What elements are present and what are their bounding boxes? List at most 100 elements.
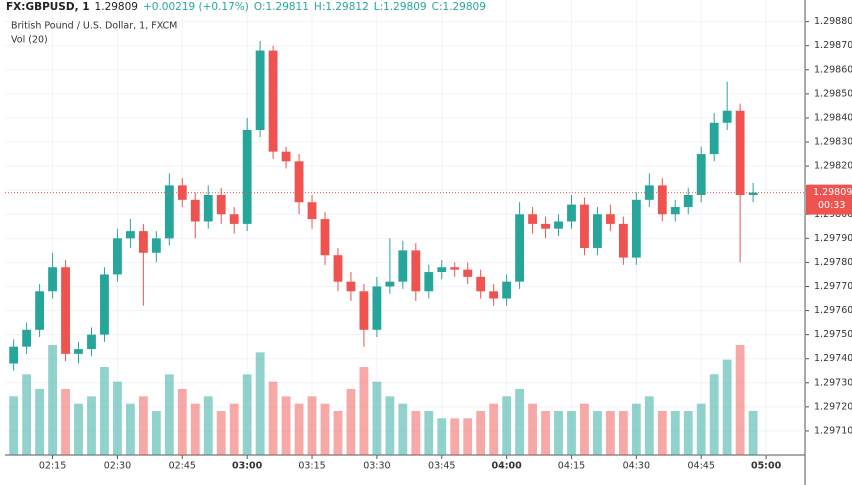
x-tick-label: 02:15 xyxy=(39,461,66,472)
candle-body xyxy=(631,199,641,258)
y-tick-label: 1.29720 xyxy=(814,401,852,412)
candle-body xyxy=(242,130,252,224)
candle-body xyxy=(437,267,447,273)
candle-body xyxy=(61,267,70,354)
x-tick-label: 04:00 xyxy=(491,461,522,472)
volume-bar xyxy=(644,396,654,455)
volume-bar xyxy=(190,403,200,455)
y-tick-label: 1.29870 xyxy=(814,40,852,51)
volume-bar xyxy=(307,396,317,455)
y-tick-label: 1.29780 xyxy=(814,257,852,268)
candle-body xyxy=(515,214,525,282)
candle-body xyxy=(644,185,654,200)
candle-body xyxy=(281,151,291,162)
x-tick-label: 03:00 xyxy=(232,461,263,472)
candle-body xyxy=(216,195,226,215)
volume-bar xyxy=(696,403,706,455)
volume-bar xyxy=(631,403,641,455)
volume-bar xyxy=(735,345,745,455)
candle-body xyxy=(554,221,563,229)
axes-layer: 1.29710 1.29720 1.29730 1.29740 1.29750 1.297… xyxy=(5,16,852,472)
candle-body xyxy=(618,223,628,258)
candle-body xyxy=(657,185,667,215)
header-text: +0.00219 (+0.17%) xyxy=(143,1,249,13)
candle-body xyxy=(722,110,732,123)
y-tick-label: 1.29860 xyxy=(814,64,852,75)
volume-bar xyxy=(398,403,408,455)
volume-bar xyxy=(593,411,602,455)
volume-bar xyxy=(618,411,628,455)
candle-body xyxy=(268,50,278,152)
volume-bar xyxy=(177,389,187,455)
y-tick-label: 1.29790 xyxy=(814,233,852,244)
candle-body xyxy=(190,199,200,222)
volume-bar xyxy=(294,403,304,455)
volume-bar xyxy=(281,396,291,455)
candle-body xyxy=(450,267,460,270)
x-tick-label: 04:45 xyxy=(688,461,715,472)
volume-bar xyxy=(411,411,421,455)
volume-bar xyxy=(722,359,732,455)
candle-body xyxy=(502,281,512,299)
candle-body xyxy=(528,214,537,224)
candle-body xyxy=(203,195,213,222)
volume-bar xyxy=(216,411,226,455)
volume-bar xyxy=(515,389,525,455)
candle-body xyxy=(670,207,680,215)
candle-layer xyxy=(9,40,758,371)
candle-body xyxy=(138,231,148,253)
y-tick-label: 1.29840 xyxy=(814,112,852,123)
header-text: L:1.29809 xyxy=(374,1,427,13)
subtitle: British Pound / U.S. Dollar, 1, FXCM xyxy=(11,21,177,32)
volume-bar xyxy=(372,381,382,455)
candle-body xyxy=(151,238,161,253)
candle-body xyxy=(709,122,719,155)
volume-bar xyxy=(74,403,83,455)
volume-bar xyxy=(670,411,680,455)
candle-body xyxy=(22,329,32,347)
candle-body xyxy=(411,250,421,292)
last-price-tag xyxy=(806,184,852,215)
candle-body xyxy=(307,202,317,220)
x-tick-label: 03:45 xyxy=(428,461,455,472)
candle-body xyxy=(683,195,693,208)
countdown-label: 00:33 xyxy=(818,200,845,211)
volume-bar xyxy=(709,374,719,455)
volume-bar xyxy=(385,396,395,455)
candle-body xyxy=(346,281,356,292)
header: FX:GBPUSD, 1 1.29809 +0.00219 (+0.17%) O:1.… xyxy=(6,1,486,46)
volume-bar xyxy=(476,411,486,455)
volume-bar xyxy=(359,367,369,455)
y-tick-label: 1.29770 xyxy=(814,281,852,292)
volume-bar xyxy=(22,374,32,455)
volume-bar xyxy=(567,411,576,455)
volume-bar xyxy=(113,381,122,455)
x-tick-label: 03:15 xyxy=(298,461,325,472)
volume-bar xyxy=(450,418,460,455)
volume-bar xyxy=(138,396,148,455)
y-tick-label: 1.29750 xyxy=(814,329,852,340)
volume-bar xyxy=(528,403,537,455)
volume-bar xyxy=(61,389,70,455)
volume-bar xyxy=(657,411,667,455)
volume-bar xyxy=(100,367,109,455)
header-text: O:1.29811 xyxy=(254,1,309,13)
y-tick-label: 1.29880 xyxy=(814,16,852,27)
volume-bar xyxy=(255,352,265,455)
x-tick-label: 02:45 xyxy=(169,461,196,472)
volume-bar xyxy=(554,411,563,455)
candle-body xyxy=(489,291,499,299)
candle-body xyxy=(320,219,330,256)
candle-body xyxy=(294,161,304,203)
candle-body xyxy=(359,291,369,330)
y-tick-label: 1.29850 xyxy=(814,88,852,99)
candle-body xyxy=(398,250,408,282)
candle-body xyxy=(605,214,615,224)
volume-bar xyxy=(748,411,758,455)
candle-body xyxy=(580,204,589,248)
candle-body xyxy=(424,272,434,292)
y-tick-label: 1.29740 xyxy=(814,353,852,364)
volume-bar xyxy=(333,411,343,455)
volume-bar xyxy=(125,403,135,455)
y-tick-label: 1.29820 xyxy=(814,161,852,172)
